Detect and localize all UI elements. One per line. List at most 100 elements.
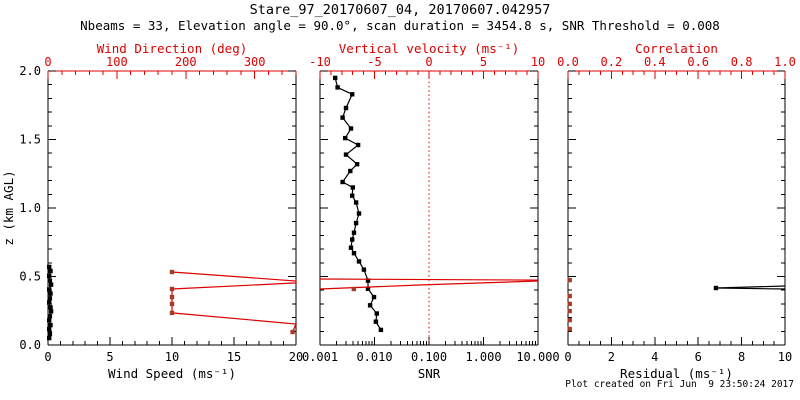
data-point bbox=[343, 135, 348, 141]
data-point bbox=[47, 335, 52, 341]
data-point bbox=[47, 296, 53, 301]
top-tick-label: 0.4 bbox=[644, 55, 666, 69]
plot-title: Stare_97_20170607_04, 20170607.042957 bbox=[249, 2, 551, 18]
data-point bbox=[343, 105, 349, 111]
data-point bbox=[47, 314, 53, 319]
panel-frame bbox=[47, 70, 297, 346]
data-point bbox=[351, 251, 357, 256]
data-point bbox=[567, 277, 572, 283]
x-tick-label: 2 bbox=[608, 350, 615, 364]
data-point bbox=[361, 267, 367, 272]
data-point bbox=[48, 305, 53, 310]
panel-residual-correlation: 0 2 4 6 8 10 Residual (ms⁻¹) 0.0 0.2 0.4 0.6 0.8 1.0… bbox=[557, 41, 796, 381]
data-point bbox=[351, 230, 357, 235]
data-point bbox=[355, 142, 361, 148]
data-point bbox=[353, 220, 359, 226]
data-point bbox=[356, 211, 362, 216]
data-point bbox=[169, 301, 175, 307]
series-snr bbox=[333, 75, 384, 333]
top-tick-label: 10 bbox=[531, 55, 545, 69]
top-tick-label: 0 bbox=[44, 55, 51, 69]
data-point bbox=[169, 286, 175, 292]
series-wind-speed bbox=[47, 264, 54, 341]
x-tick-label: 8 bbox=[738, 350, 745, 364]
data-point bbox=[47, 327, 52, 332]
data-point bbox=[48, 268, 53, 274]
x-axis-title: Wind Speed (ms⁻¹) bbox=[108, 366, 236, 381]
top-tick-label: -10 bbox=[309, 55, 331, 69]
data-point bbox=[48, 282, 54, 287]
data-point bbox=[350, 185, 355, 190]
series-correlation bbox=[567, 277, 572, 332]
data-point bbox=[374, 311, 379, 316]
x-axis-title: Residual (ms⁻¹) bbox=[620, 366, 733, 381]
series-vertical-velocity bbox=[319, 278, 539, 292]
x-tick-label: 0.100 bbox=[411, 350, 447, 364]
top-tick-label: 0.6 bbox=[687, 55, 709, 69]
data-point bbox=[350, 193, 355, 198]
series-line bbox=[171, 271, 297, 333]
data-point bbox=[365, 286, 371, 291]
y-axis-title: z (km AGL) bbox=[1, 170, 16, 245]
data-point bbox=[348, 126, 354, 131]
plot-subtitle: Nbeams = 33, Elevation angle = 90.0°, sc… bbox=[80, 18, 720, 33]
data-point bbox=[47, 287, 52, 292]
data-point bbox=[47, 300, 52, 305]
data-point bbox=[367, 303, 373, 308]
y-tick-label: 0.5 bbox=[19, 270, 41, 284]
top-axis-title: Vertical velocity (ms⁻¹) bbox=[339, 41, 520, 56]
y-tick-label: 0.0 bbox=[19, 338, 41, 352]
x-tick-label: 0 bbox=[44, 350, 51, 364]
data-point bbox=[47, 331, 53, 337]
data-point bbox=[365, 278, 371, 283]
data-point bbox=[169, 310, 175, 316]
data-point bbox=[567, 308, 572, 314]
top-tick-label: -5 bbox=[367, 55, 381, 69]
data-point bbox=[356, 259, 362, 264]
x-tick-label: 0.010 bbox=[356, 350, 392, 364]
top-tick-label: 0.0 bbox=[557, 55, 579, 69]
data-point bbox=[567, 301, 572, 307]
data-point bbox=[48, 322, 53, 328]
data-point bbox=[567, 293, 572, 299]
data-point bbox=[333, 75, 338, 81]
top-tick-label: 300 bbox=[244, 55, 266, 69]
series-residual bbox=[713, 285, 786, 291]
top-tick-label: 0.8 bbox=[731, 55, 753, 69]
data-point bbox=[713, 285, 719, 291]
data-point bbox=[350, 237, 355, 242]
series-line bbox=[319, 278, 539, 281]
x-tick-label: 6 bbox=[695, 350, 702, 364]
top-tick-label: 100 bbox=[106, 55, 128, 69]
data-point bbox=[567, 326, 572, 332]
data-point bbox=[373, 319, 379, 324]
data-point bbox=[340, 115, 345, 120]
data-point bbox=[378, 327, 384, 333]
top-tick-label: 0.2 bbox=[601, 55, 623, 69]
data-point bbox=[290, 329, 295, 335]
data-point bbox=[351, 286, 356, 292]
data-point bbox=[48, 291, 53, 296]
data-point bbox=[47, 273, 52, 278]
data-point bbox=[335, 85, 340, 90]
data-point bbox=[48, 309, 54, 314]
data-point bbox=[354, 162, 360, 167]
top-tick-label: 200 bbox=[175, 55, 197, 69]
data-point bbox=[348, 245, 354, 250]
panel-frame bbox=[567, 70, 786, 346]
data-point bbox=[567, 317, 572, 323]
y-tick-label: 1.0 bbox=[19, 201, 41, 215]
data-point bbox=[47, 318, 52, 323]
panel-snr-velocity: 0.001 0.010 0.100 1.000 10.000 SNR -10 -5 0 5 10 Ve… bbox=[302, 41, 560, 381]
top-tick-label: 0 bbox=[425, 55, 432, 69]
x-tick-label: 20 bbox=[289, 350, 303, 364]
data-point bbox=[47, 278, 53, 283]
data-point bbox=[169, 269, 175, 275]
plot-created-timestamp: Plot created on Fri Jun 9 23:50:24 2017 bbox=[565, 379, 794, 390]
x-tick-label: 5 bbox=[106, 350, 113, 364]
x-tick-label: 10 bbox=[778, 350, 792, 364]
y-tick-label: 2.0 bbox=[19, 64, 41, 78]
